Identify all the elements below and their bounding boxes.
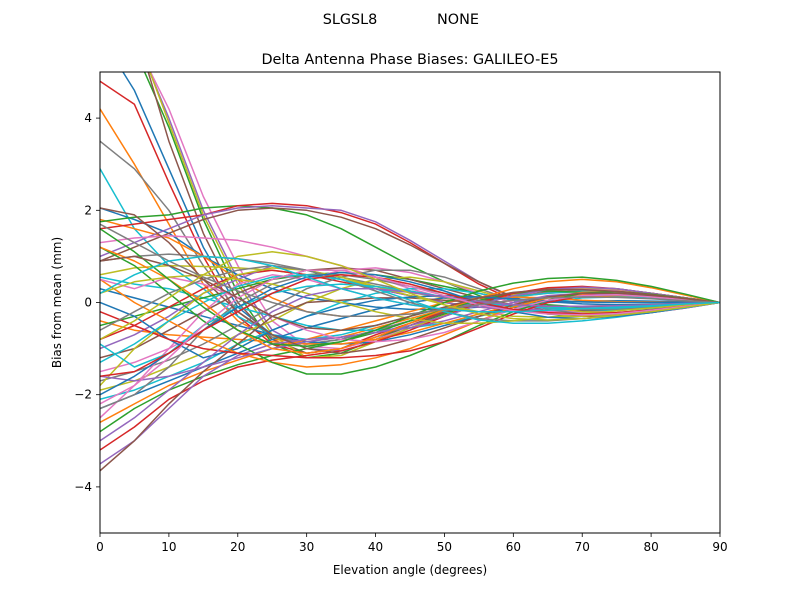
series-line-prn55 [100,287,720,442]
series-line-prn59 [100,251,720,341]
x-axis-label: Elevation angle (degrees) [333,563,487,577]
series-line-prn35 [100,286,720,465]
x-tick-label: 80 [643,540,658,554]
x-axis: 0 10 20 30 40 50 60 70 80 90 [96,533,728,554]
x-tick-label: 30 [299,540,314,554]
series-line-prn58 [100,223,720,318]
series-line-prn60 [100,255,720,313]
series-line-prn54 [100,274,720,378]
x-tick-label: 70 [575,540,590,554]
y-tick-label: 0 [84,296,92,310]
y-axis-label: Bias from mean (mm) [50,237,64,368]
x-tick-label: 60 [506,540,521,554]
y-tick-label: −2 [74,388,92,402]
series-layer [100,72,720,472]
x-tick-label: 50 [437,540,452,554]
x-tick-label: 40 [368,540,383,554]
series-line-prn47 [100,276,720,343]
x-tick-label: 20 [230,540,245,554]
y-tick-label: 2 [84,203,92,217]
x-tick-label: 10 [161,540,176,554]
x-tick-label: 0 [96,540,104,554]
y-tick-label: −4 [74,480,92,494]
series-line-prn52 [100,246,720,354]
x-tick-label: 90 [712,540,727,554]
suptitle-station: SLGSL8 [323,12,378,28]
series-line-prn57 [100,269,720,405]
suptitle-status: NONE [437,12,479,28]
chart-title: Delta Antenna Phase Biases: GALILEO-E5 [261,52,558,68]
y-tick-label: 4 [84,111,92,125]
series-line-prn56 [100,255,720,331]
series-line-prn41 [100,294,720,359]
y-axis: −4 −2 0 2 4 [74,111,100,494]
